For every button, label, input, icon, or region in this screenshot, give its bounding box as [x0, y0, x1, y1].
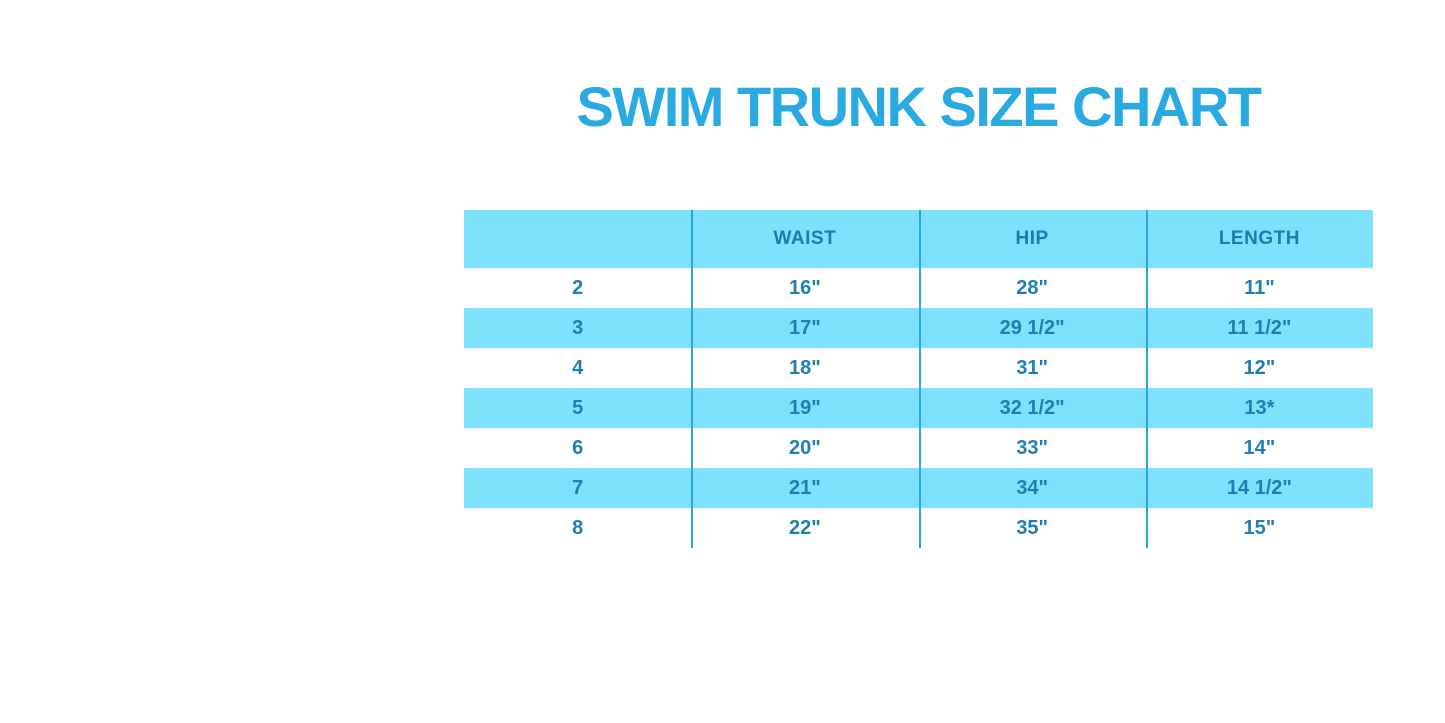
hip-cell: 35"	[1016, 516, 1048, 539]
size-cell: 7	[572, 476, 584, 499]
table-row-size-8: 8 22" 35" 15"	[464, 508, 1373, 548]
length-cell: 11 1/2"	[1227, 316, 1292, 339]
waist-cell: 19"	[789, 396, 821, 419]
length-cell: 13*	[1244, 396, 1275, 419]
length-cell: 14"	[1243, 436, 1276, 459]
column-divider	[1145, 210, 1148, 548]
hip-cell: 34"	[1016, 476, 1048, 499]
hip-cell: 32 1/2"	[999, 396, 1065, 419]
waist-cell: 20"	[789, 436, 821, 459]
size-chart-table: WAIST HIP LENGTH 2 16" 28" 11" 3 17" 29 …	[464, 210, 1373, 548]
length-cell: 14 1/2"	[1226, 476, 1292, 499]
size-cell: 2	[572, 276, 584, 299]
table-row-size-2: 2 16" 28" 11"	[464, 268, 1373, 308]
length-cell: 15"	[1243, 516, 1276, 539]
length-cell: 11"	[1244, 276, 1275, 299]
column-header-waist: WAIST	[773, 228, 837, 249]
waist-cell: 21"	[789, 476, 821, 499]
waist-cell: 16"	[789, 276, 821, 299]
hip-cell: 28"	[1016, 276, 1048, 299]
waist-cell: 17"	[789, 316, 821, 339]
size-cell: 4	[572, 356, 584, 379]
hip-cell: 33"	[1016, 436, 1048, 459]
column-divider	[691, 210, 694, 548]
size-cell: 6	[572, 436, 584, 459]
size-cell: 8	[572, 516, 584, 539]
corner-cell	[464, 210, 691, 268]
column-header-hip: HIP	[1015, 228, 1049, 249]
size-cell: 5	[572, 396, 584, 419]
length-cell: 12"	[1243, 356, 1276, 379]
size-cell: 3	[572, 316, 584, 339]
hip-cell: 31"	[1016, 356, 1048, 379]
page-title: SWIM TRUNK SIZE CHART	[576, 75, 1262, 138]
column-header-length: LENGTH	[1218, 228, 1300, 249]
waist-cell: 18"	[789, 356, 821, 379]
table-row-size-6: 6 20" 33" 14"	[464, 428, 1373, 468]
hip-cell: 29 1/2"	[999, 316, 1065, 339]
column-divider	[918, 210, 921, 548]
table-row-size-4: 4 18" 31" 12"	[464, 348, 1373, 388]
waist-cell: 22"	[789, 516, 821, 539]
